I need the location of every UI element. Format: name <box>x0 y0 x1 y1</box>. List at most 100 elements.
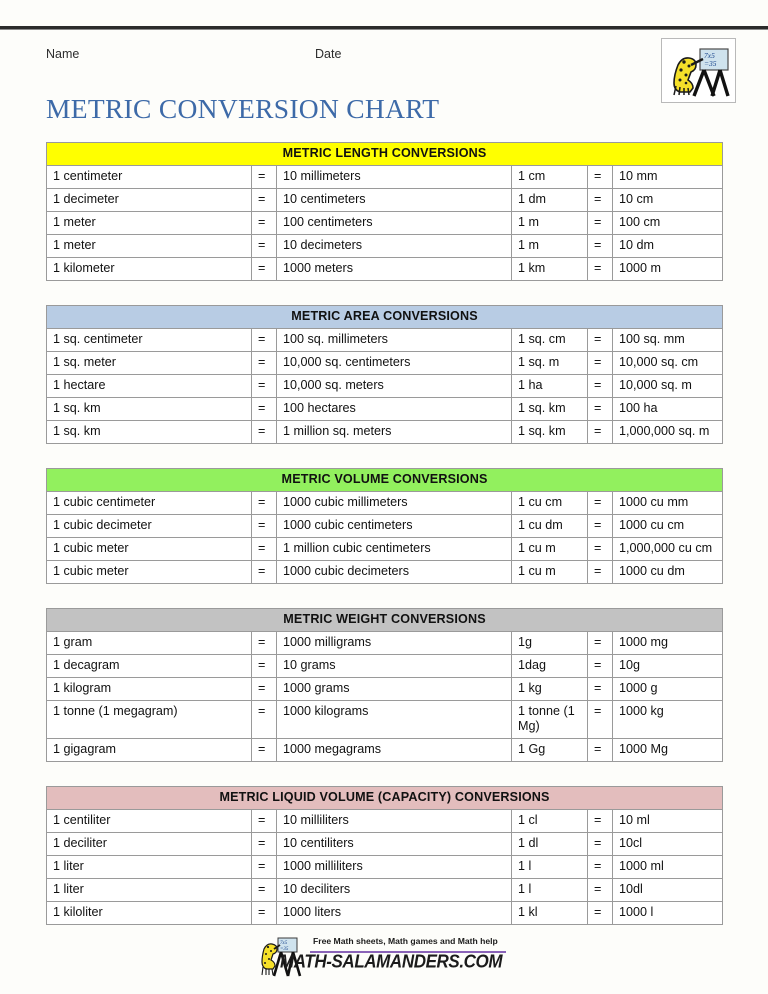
cell-to-abbr: 10dl <box>611 878 724 902</box>
cell-from: 1 decagram <box>46 654 252 678</box>
table-header-row: METRIC VOLUME CONVERSIONS <box>45 468 724 492</box>
cell-equals: = <box>251 878 277 902</box>
cell-equals: = <box>251 211 277 235</box>
cell-to: 1000 kilograms <box>276 700 512 739</box>
salamander-blackboard-logo: 7x5 =35 <box>662 39 735 102</box>
table-title-metric-area: METRIC AREA CONVERSIONS <box>45 305 724 329</box>
table-row: 1 cubic centimeter = 1000 cubic millimet… <box>46 491 724 515</box>
table-metric-volume: METRIC VOLUME CONVERSIONS 1 cubic centim… <box>45 468 724 584</box>
cell-to-abbr: 100 sq. mm <box>611 328 724 352</box>
cell-to: 10,000 sq. meters <box>276 374 512 398</box>
cell-equals: = <box>251 537 277 561</box>
blackboard-line-1: 7x5 <box>704 51 715 60</box>
cell-to: 1 million sq. meters <box>276 420 512 444</box>
cell-from: 1 gigagram <box>46 738 252 762</box>
cell-from-abbr: 1 kg <box>511 677 588 701</box>
cell-to-abbr: 1,000,000 sq. m <box>611 420 724 444</box>
cell-to-abbr: 100 ha <box>611 397 724 421</box>
cell-from: 1 liter <box>46 878 252 902</box>
table-title-metric-weight: METRIC WEIGHT CONVERSIONS <box>45 608 724 632</box>
cell-equals-2: = <box>587 654 613 678</box>
cell-from-abbr: 1 m <box>511 211 588 235</box>
cell-from: 1 cubic meter <box>46 537 252 561</box>
cell-from: 1 meter <box>46 234 252 258</box>
cell-to-abbr: 1,000,000 cu cm <box>611 537 724 561</box>
table-header-row: METRIC AREA CONVERSIONS <box>45 305 724 329</box>
cell-from: 1 meter <box>46 211 252 235</box>
cell-equals-2: = <box>587 878 613 902</box>
cell-from-abbr: 1 cu cm <box>511 491 588 515</box>
table-row: 1 gram = 1000 milligrams 1g = 1000 mg <box>46 631 724 655</box>
cell-from-abbr: 1 sq. m <box>511 351 588 375</box>
cell-from-abbr: 1 tonne (1 Mg) <box>511 700 588 739</box>
cell-to: 10 milliliters <box>276 809 512 833</box>
cell-from-abbr: 1 kl <box>511 901 588 925</box>
cell-to-abbr: 10,000 sq. cm <box>611 351 724 375</box>
table-title-metric-length: METRIC LENGTH CONVERSIONS <box>45 142 724 166</box>
table-row: 1 sq. centimeter = 100 sq. millimeters 1… <box>46 328 724 352</box>
cell-to-abbr: 10 cm <box>611 188 724 212</box>
cell-from-abbr: 1 km <box>511 257 588 281</box>
table-row: 1 decimeter = 10 centimeters 1 dm = 10 c… <box>46 188 724 212</box>
cell-equals: = <box>251 560 277 584</box>
cell-to: 10 decimeters <box>276 234 512 258</box>
cell-equals-2: = <box>587 809 613 833</box>
table-metric-length: METRIC LENGTH CONVERSIONS 1 centimeter =… <box>45 142 724 281</box>
cell-equals: = <box>251 654 277 678</box>
cell-equals: = <box>251 351 277 375</box>
cell-to: 1 million cubic centimeters <box>276 537 512 561</box>
table-row: 1 centiliter = 10 milliliters 1 cl = 10 … <box>46 809 724 833</box>
cell-equals: = <box>251 188 277 212</box>
footer-underline <box>310 951 506 953</box>
cell-from: 1 kiloliter <box>46 901 252 925</box>
cell-to-abbr: 1000 l <box>611 901 724 925</box>
table-title-metric-liquid-volume: METRIC LIQUID VOLUME (CAPACITY) CONVERSI… <box>45 786 724 810</box>
table-row: 1 cubic meter = 1 million cubic centimet… <box>46 537 724 561</box>
table-header-row: METRIC LIQUID VOLUME (CAPACITY) CONVERSI… <box>45 786 724 810</box>
cell-from-abbr: 1g <box>511 631 588 655</box>
table-row: 1 cubic decimeter = 1000 cubic centimete… <box>46 514 724 538</box>
cell-equals: = <box>251 832 277 856</box>
cell-to: 100 sq. millimeters <box>276 328 512 352</box>
cell-equals-2: = <box>587 700 613 739</box>
cell-equals: = <box>251 738 277 762</box>
cell-equals: = <box>251 677 277 701</box>
cell-to-abbr: 1000 cu mm <box>611 491 724 515</box>
cell-equals: = <box>251 855 277 879</box>
cell-equals: = <box>251 328 277 352</box>
cell-from-abbr: 1 l <box>511 878 588 902</box>
cell-equals-2: = <box>587 514 613 538</box>
cell-equals-2: = <box>587 560 613 584</box>
cell-to-abbr: 1000 kg <box>611 700 724 739</box>
table-row: 1 kiloliter = 1000 liters 1 kl = 1000 l <box>46 901 724 925</box>
table-row: 1 centimeter = 10 millimeters 1 cm = 10 … <box>46 165 724 189</box>
cell-equals-2: = <box>587 257 613 281</box>
cell-to-abbr: 1000 ml <box>611 855 724 879</box>
svg-text:=35: =35 <box>280 947 289 952</box>
conversion-tables: METRIC LENGTH CONVERSIONS 1 centimeter =… <box>0 142 768 925</box>
cell-from: 1 cubic centimeter <box>46 491 252 515</box>
cell-from: 1 sq. km <box>46 397 252 421</box>
cell-from: 1 sq. meter <box>46 351 252 375</box>
page-top-rule <box>0 26 768 30</box>
cell-from-abbr: 1 cu m <box>511 560 588 584</box>
cell-from: 1 centiliter <box>46 809 252 833</box>
cell-to: 10 centimeters <box>276 188 512 212</box>
table-title-metric-volume: METRIC VOLUME CONVERSIONS <box>45 468 724 492</box>
cell-from: 1 tonne (1 megagram) <box>46 700 252 739</box>
cell-to: 1000 liters <box>276 901 512 925</box>
cell-equals: = <box>251 491 277 515</box>
cell-from-abbr: 1 Gg <box>511 738 588 762</box>
cell-equals: = <box>251 514 277 538</box>
table-row: 1 deciliter = 10 centiliters 1 dl = 10cl <box>46 832 724 856</box>
cell-to-abbr: 10cl <box>611 832 724 856</box>
table-row: 1 meter = 10 decimeters 1 m = 10 dm <box>46 234 724 258</box>
cell-from-abbr: 1 ha <box>511 374 588 398</box>
cell-from: 1 sq. centimeter <box>46 328 252 352</box>
cell-equals: = <box>251 234 277 258</box>
table-header-row: METRIC LENGTH CONVERSIONS <box>45 142 724 166</box>
cell-equals: = <box>251 165 277 189</box>
table-row: 1 tonne (1 megagram) = 1000 kilograms 1 … <box>46 700 724 739</box>
cell-equals-2: = <box>587 537 613 561</box>
table-row: 1 gigagram = 1000 megagrams 1 Gg = 1000 … <box>46 738 724 762</box>
